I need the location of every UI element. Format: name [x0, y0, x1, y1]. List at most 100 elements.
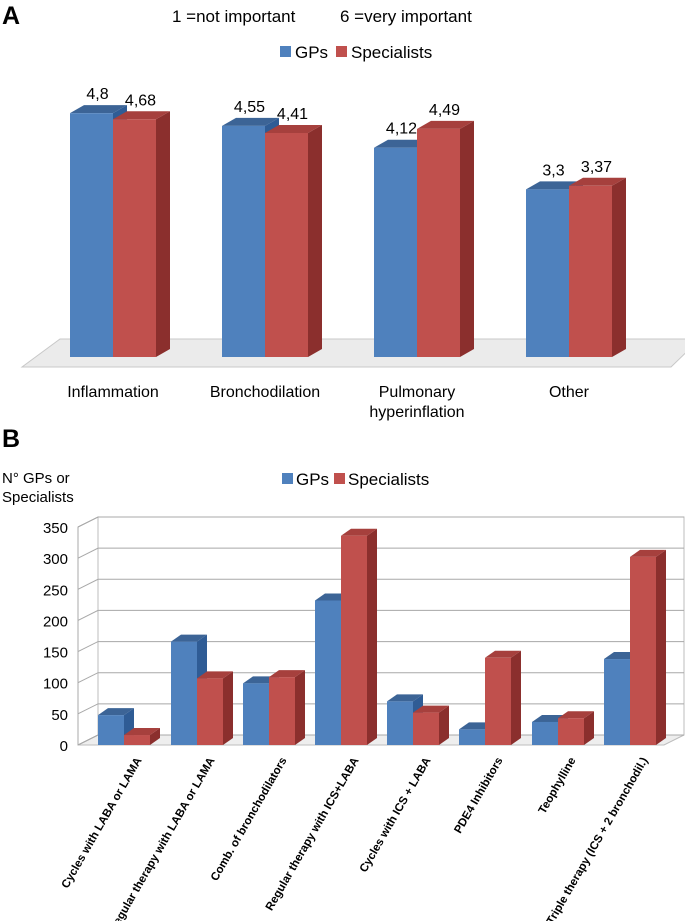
- bar-b-specialists-6-side: [584, 711, 594, 745]
- legend-a-gps-label: GPs: [295, 43, 328, 62]
- scale-note-low: 1 =not important: [172, 7, 296, 26]
- bar-a-specialists-2-side: [460, 120, 474, 358]
- x-label-b-4: Cycles with ICS + LABA: [358, 756, 434, 875]
- bar-a-specialists-0-top: [113, 111, 170, 120]
- bar-b-specialists-6-top: [558, 711, 594, 719]
- data-label-a-gps-0: 4,8: [86, 86, 108, 103]
- bar-b-gps-6-front: [532, 721, 558, 745]
- bar-b-specialists-3: [341, 528, 377, 745]
- legend-a: GPs Specialists: [280, 43, 432, 62]
- bar-b-specialists-5-top: [485, 650, 521, 658]
- legend-b-gps-swatch: [282, 473, 293, 484]
- gridline-6: [77, 547, 684, 559]
- bar-b-gps-2-front: [243, 683, 269, 745]
- bar-b-specialists-3-side: [367, 528, 377, 745]
- x-label-b-0: Cycles with LABA or LAMA: [60, 756, 145, 891]
- y-tick-2: 100: [43, 676, 68, 693]
- bar-a-gps-0-front: [70, 113, 113, 357]
- bar-b-specialists-4-side: [439, 705, 449, 745]
- bar-a-specialists-3-front: [569, 185, 612, 357]
- bar-a-gps-2-top: [374, 139, 431, 148]
- bar-b-specialists-2-top: [269, 670, 305, 678]
- bar-b-gps-3-front: [315, 600, 341, 745]
- bar-b-specialists-0: [124, 728, 160, 745]
- bar-a-specialists-1: [265, 124, 322, 357]
- bar-b-specialists-5-side: [511, 650, 521, 745]
- chart-b-grid: [77, 516, 685, 746]
- bar-b-specialists-3-front: [341, 535, 367, 745]
- bar-b-specialists-4-front: [413, 712, 439, 745]
- bar-b-specialists-3-top: [341, 528, 377, 536]
- chart-b-y-ticks: 0 50 100 150 200 250 300 350: [43, 520, 79, 755]
- bar-b-gps-7-front: [604, 659, 630, 745]
- x-label-b-2: Comb. of bronchodilators: [209, 756, 290, 884]
- bar-b-gps-1-front: [171, 641, 197, 745]
- y-axis-title-line2: Specialists: [2, 489, 74, 506]
- panel-b-letter: B: [2, 425, 20, 453]
- bar-b-specialists-4-top: [413, 705, 449, 713]
- legend-b: GPs Specialists: [282, 470, 429, 489]
- chart-b-side-wall: [77, 516, 99, 746]
- bar-b-specialists-1-front: [197, 678, 223, 745]
- bar-b-specialists-2-side: [295, 670, 305, 745]
- bar-b-specialists-1-side: [223, 671, 233, 745]
- y-tick-4: 200: [43, 613, 68, 630]
- data-label-a-gps-3: 3,3: [542, 162, 564, 179]
- y-tick-1: 50: [51, 707, 68, 724]
- legend-a-gps-swatch: [280, 46, 291, 57]
- bar-b-gps-1-top: [171, 634, 207, 642]
- scale-note-high: 6 =very important: [340, 7, 472, 26]
- bar-b-specialists-1-top: [197, 671, 233, 679]
- bar-b-specialists-1: [197, 671, 233, 745]
- y-tick-3: 150: [43, 645, 68, 662]
- bar-a-gps-3-top: [526, 181, 583, 190]
- bar-b-specialists-5-front: [485, 657, 511, 745]
- bar-b-gps-4-top: [387, 694, 423, 702]
- y-tick-7: 350: [43, 520, 68, 537]
- bar-b-specialists-2: [269, 670, 305, 745]
- bar-b-gps-5-front: [459, 729, 485, 745]
- bar-a-specialists-2-front: [417, 128, 460, 357]
- chart-a-plot: 4,8 4,68 4,55 4,41 4,12 4,49 3,3 3,37: [70, 86, 626, 358]
- bar-b-specialists-5: [485, 650, 521, 745]
- legend-b-specialists-swatch: [334, 473, 345, 484]
- bar-b-specialists-0-side: [150, 728, 160, 745]
- bar-a-gps-0-top: [70, 105, 127, 114]
- bar-a-gps-1-front: [222, 125, 265, 357]
- bar-b-gps-0-front: [98, 715, 124, 745]
- x-label-a-2-line-0: Pulmonary: [379, 384, 455, 401]
- x-label-a-1-line-0: Bronchodilation: [210, 384, 320, 401]
- y-axis-title-line1: N° GPs or: [2, 470, 70, 487]
- data-label-a-specialists-3: 3,37: [581, 159, 612, 176]
- chart-a-x-labels: Inflammation Bronchodilation Pulmonary hype…: [67, 384, 589, 421]
- x-label-b-6: Teophylline: [537, 756, 579, 817]
- bar-b-specialists-7-top: [630, 549, 666, 557]
- x-label-a-0-line-0: Inflammation: [67, 384, 159, 401]
- gridline-2: [77, 672, 684, 684]
- legend-b-gps-label: GPs: [296, 470, 329, 489]
- panel-a-letter: A: [2, 2, 20, 30]
- x-label-a-3-line-0: Other: [549, 384, 590, 401]
- bar-a-gps-1-top: [222, 117, 279, 126]
- y-tick-6: 300: [43, 551, 68, 568]
- bar-b-specialists-0-top: [124, 728, 160, 736]
- bar-a-specialists-0-side: [156, 111, 170, 357]
- bar-b-specialists-2-front: [269, 677, 295, 745]
- bar-a-specialists-3-side: [612, 177, 626, 357]
- legend-a-specialists-swatch: [336, 46, 347, 57]
- gridline-4: [77, 609, 684, 621]
- bar-b-specialists-0-front: [124, 735, 150, 745]
- bar-a-specialists-1-top: [265, 124, 322, 133]
- bar-b-specialists-4: [413, 705, 449, 745]
- legend-b-specialists-label: Specialists: [348, 470, 429, 489]
- bar-b-specialists-6: [558, 711, 594, 745]
- y-tick-5: 250: [43, 582, 68, 599]
- data-label-a-gps-1: 4,55: [234, 99, 265, 116]
- chart-a-floor: [20, 338, 685, 368]
- gridline-5: [77, 578, 684, 590]
- bar-b-gps-4-front: [387, 701, 413, 745]
- data-label-a-specialists-1: 4,41: [277, 106, 308, 123]
- bar-a-specialists-3-top: [569, 177, 626, 186]
